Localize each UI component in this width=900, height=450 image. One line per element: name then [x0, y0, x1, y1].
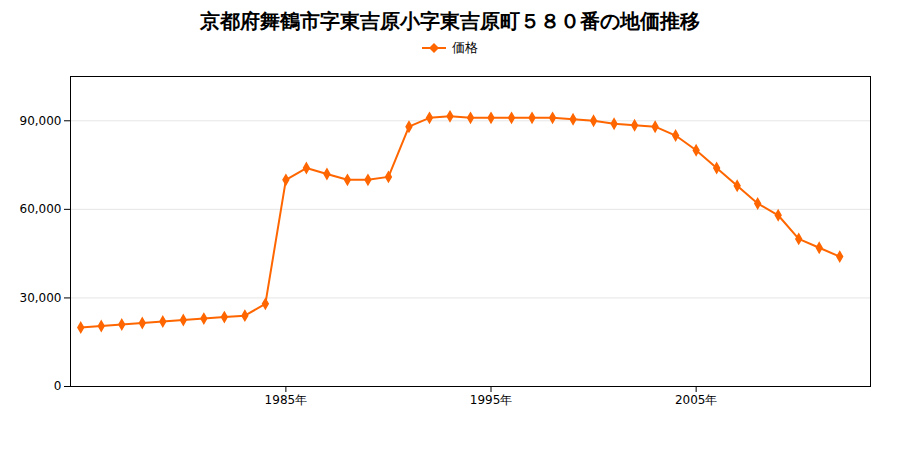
- svg-text:1995年: 1995年: [470, 393, 513, 407]
- svg-text:0: 0: [54, 379, 62, 393]
- svg-text:30,000: 30,000: [20, 291, 62, 305]
- svg-text:60,000: 60,000: [20, 202, 62, 216]
- html-text:京都府舞鶴市字東吉原小字東吉原町５８０番の地価推移: 京都府舞鶴市字東吉原小字東吉原町５８０番の地価推移: [200, 9, 700, 33]
- svg-text:90,000: 90,000: [20, 114, 62, 128]
- svg-text:1985年: 1985年: [265, 393, 308, 407]
- svg-text:2005年: 2005年: [675, 393, 718, 407]
- html-text:価格: 価格: [452, 40, 478, 55]
